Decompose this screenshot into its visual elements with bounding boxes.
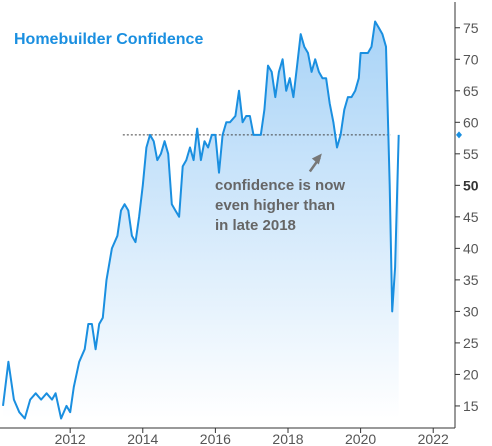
x-tick-label: 2020: [345, 431, 376, 446]
y-tick-label: 35: [463, 272, 479, 288]
x-tick-label: 2014: [127, 431, 158, 446]
y-tick-label: 20: [463, 366, 479, 382]
x-tick-label: 2022: [418, 431, 449, 446]
y-tick-label: 25: [463, 335, 479, 351]
x-tick-label: 2018: [272, 431, 303, 446]
plot-area: [2, 20, 400, 420]
x-tick-label: 2012: [55, 431, 86, 446]
axes: 15 20 25 30 35 40 45 50 55 60 65 70 75 2012 2014 2016 20…: [0, 2, 479, 446]
annotation-text-line: in late 2018: [215, 217, 296, 234]
y-tick-label: 65: [463, 83, 479, 99]
y-tick-label: 45: [463, 209, 479, 225]
annotation: confidence is now even higher than in late…: [215, 153, 345, 234]
x-tick-label: 2016: [200, 431, 231, 446]
y-tick-label: 60: [463, 114, 479, 130]
latest-value-marker: [456, 131, 462, 139]
y-tick-label: 50: [463, 177, 479, 193]
annotation-arrow-head: [311, 153, 322, 165]
y-tick-label: 55: [463, 146, 479, 162]
chart-title: Homebuilder Confidence: [14, 31, 203, 48]
annotation-text-line: confidence is now: [215, 177, 345, 194]
y-tick-label: 75: [463, 20, 479, 36]
y-tick-label: 70: [463, 51, 479, 67]
series-area: [3, 21, 399, 419]
series-line: [2, 20, 400, 420]
annotation-text-line: even higher than: [215, 197, 335, 214]
y-tick-label: 30: [463, 303, 479, 319]
y-tick-label: 40: [463, 240, 479, 256]
y-tick-label: 15: [463, 398, 479, 414]
